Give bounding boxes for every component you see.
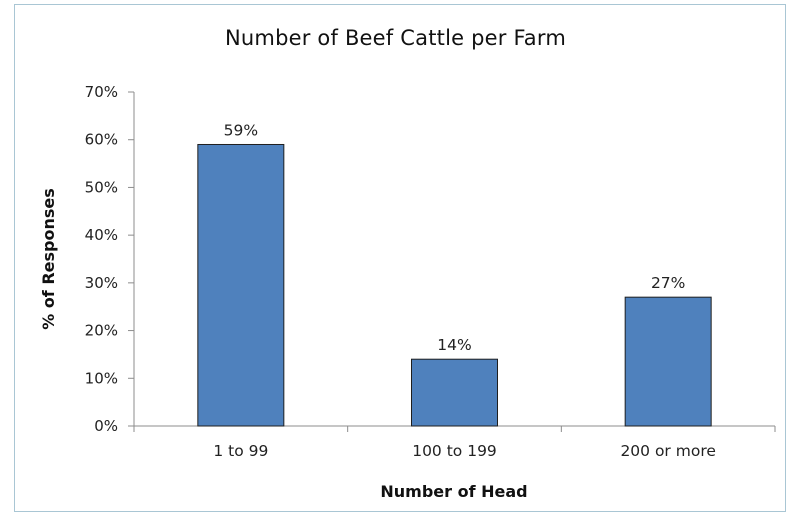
bar-value-label: 27% <box>651 274 685 292</box>
bar-value-label: 59% <box>224 121 258 139</box>
y-axis-title: % of Responses <box>39 188 58 330</box>
y-tick-label: 30% <box>85 274 118 292</box>
x-tick-label: 200 or more <box>620 442 715 460</box>
y-tick-label: 0% <box>94 417 118 435</box>
bars <box>197 143 712 427</box>
y-tick-label: 60% <box>85 131 118 149</box>
y-tick-label: 20% <box>85 322 118 340</box>
chart-frame <box>14 4 786 512</box>
y-tick-label: 40% <box>85 226 118 244</box>
x-axis: 1 to 99 100 to 199 200 or more <box>133 425 776 460</box>
x-tick-label: 100 to 199 <box>412 442 497 460</box>
bar <box>411 358 498 427</box>
y-axis: 0% 10% 20% 30% 40% 50% 60% 70% <box>85 83 135 435</box>
bar <box>624 296 712 427</box>
x-tick-label: 1 to 99 <box>213 442 268 460</box>
data-labels: 59% 14% 27% <box>224 121 686 354</box>
x-axis-title: Number of Head <box>380 482 527 501</box>
chart-title: Number of Beef Cattle per Farm <box>225 26 566 50</box>
y-tick-label: 70% <box>85 83 118 101</box>
y-tick-label: 50% <box>85 178 118 196</box>
bar-value-label: 14% <box>437 336 471 354</box>
bar <box>197 143 285 427</box>
y-tick-label: 10% <box>85 369 118 387</box>
